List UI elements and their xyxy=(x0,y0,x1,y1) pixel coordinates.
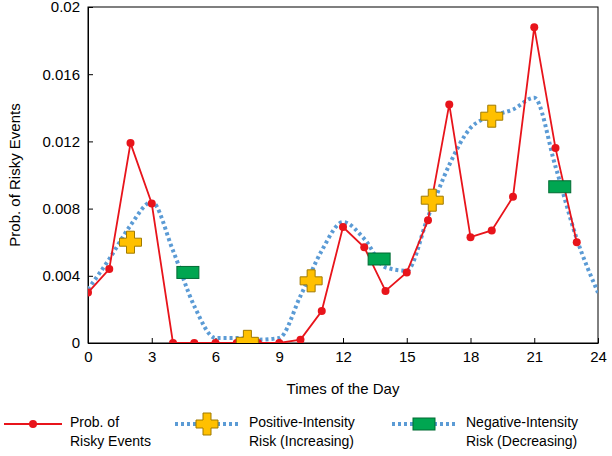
tick-label: 15 xyxy=(399,348,416,365)
point xyxy=(360,243,368,251)
legend: Prob. ofRisky Events Positive-IntensityRi… xyxy=(4,413,578,449)
point xyxy=(105,265,113,273)
point xyxy=(339,223,347,231)
tick-label: 0.012 xyxy=(42,133,80,150)
legend-label: Prob. ofRisky Events xyxy=(70,414,151,449)
tick-label: 6 xyxy=(212,348,220,365)
point xyxy=(509,193,517,201)
point xyxy=(488,226,496,234)
tick: 18 xyxy=(463,338,480,365)
x-axis: 0 3 6 9 12 15 18 21 24 xyxy=(84,338,607,365)
tick-mark xyxy=(88,7,93,8)
tick-mark xyxy=(471,338,472,343)
legend-marker xyxy=(413,418,435,430)
point xyxy=(127,139,135,147)
legend-item: Positive-IntensityRisk (Increasing) xyxy=(175,413,355,449)
tick-mark xyxy=(88,276,93,277)
legend-marker xyxy=(29,420,37,428)
tick-mark xyxy=(407,338,408,343)
point xyxy=(403,268,411,276)
legend-item: Prob. ofRisky Events xyxy=(4,414,151,449)
point xyxy=(481,105,503,127)
point xyxy=(552,144,560,152)
axis-line xyxy=(89,343,599,344)
tick-label: 21 xyxy=(526,348,543,365)
tick-label: 12 xyxy=(335,348,352,365)
point xyxy=(318,307,326,315)
tick: 24 xyxy=(590,338,607,365)
tick: 0.012 xyxy=(42,133,93,150)
point xyxy=(297,336,305,343)
tick-mark xyxy=(88,343,93,344)
point xyxy=(275,339,283,343)
tick-label: 18 xyxy=(463,348,480,365)
point xyxy=(177,266,199,278)
point xyxy=(424,216,432,224)
point xyxy=(530,23,538,31)
tick: 0.02 xyxy=(51,0,93,15)
tick: 0.016 xyxy=(42,66,93,83)
point xyxy=(236,330,258,343)
point xyxy=(368,253,390,265)
tick: 6 xyxy=(212,338,220,365)
tick-mark xyxy=(598,338,599,343)
point xyxy=(382,287,390,295)
legend-label: Negative-IntensityRisk (Decreasing) xyxy=(466,414,578,449)
tick-mark xyxy=(343,338,344,343)
tick-mark xyxy=(88,74,93,75)
tick: 3 xyxy=(148,338,156,365)
tick: 9 xyxy=(276,338,284,365)
plot-frame xyxy=(88,7,598,343)
point xyxy=(88,289,92,297)
tick-label: 9 xyxy=(276,348,284,365)
point xyxy=(120,231,142,253)
point xyxy=(300,270,322,292)
tick-label: 0.016 xyxy=(42,66,80,83)
point xyxy=(573,238,581,246)
tick-mark xyxy=(534,338,535,343)
point xyxy=(421,189,443,211)
series-line xyxy=(88,27,577,343)
point xyxy=(212,339,220,343)
y-axis-title: Prob. of Risky Events xyxy=(6,103,23,246)
tick: 15 xyxy=(399,338,416,365)
tick-label: 0.02 xyxy=(51,0,80,15)
point xyxy=(549,181,571,193)
tick: 0.004 xyxy=(42,267,93,284)
point xyxy=(467,233,475,241)
tick-label: 24 xyxy=(590,348,607,365)
tick-mark xyxy=(88,209,93,210)
tick-label: 0 xyxy=(72,334,80,351)
legend-label: Positive-IntensityRisk (Increasing) xyxy=(249,414,355,449)
tick: 0.008 xyxy=(42,200,93,217)
tick-label: 3 xyxy=(148,348,156,365)
point xyxy=(169,339,177,343)
point xyxy=(445,100,453,108)
tick-label: 0 xyxy=(84,348,92,365)
tick-mark xyxy=(152,338,153,343)
tick-mark xyxy=(88,141,93,142)
point xyxy=(190,339,198,343)
chart: 0 3 6 9 12 15 18 21 24 0 0.004 0.008 0.012 0.016 0.02 T… xyxy=(0,0,612,456)
x-axis-title: Times of the Day xyxy=(287,380,400,397)
tick-label: 0.008 xyxy=(42,200,80,217)
tick-label: 0.004 xyxy=(42,267,80,284)
plot-marks xyxy=(88,23,598,343)
y-axis: 0 0.004 0.008 0.012 0.016 0.02 xyxy=(42,0,93,351)
legend-marker xyxy=(196,413,218,435)
tick: 12 xyxy=(335,338,352,365)
legend-item: Negative-IntensityRisk (Decreasing) xyxy=(392,414,578,449)
point xyxy=(148,200,156,208)
tick: 21 xyxy=(526,338,543,365)
tick: 0 xyxy=(72,334,93,351)
